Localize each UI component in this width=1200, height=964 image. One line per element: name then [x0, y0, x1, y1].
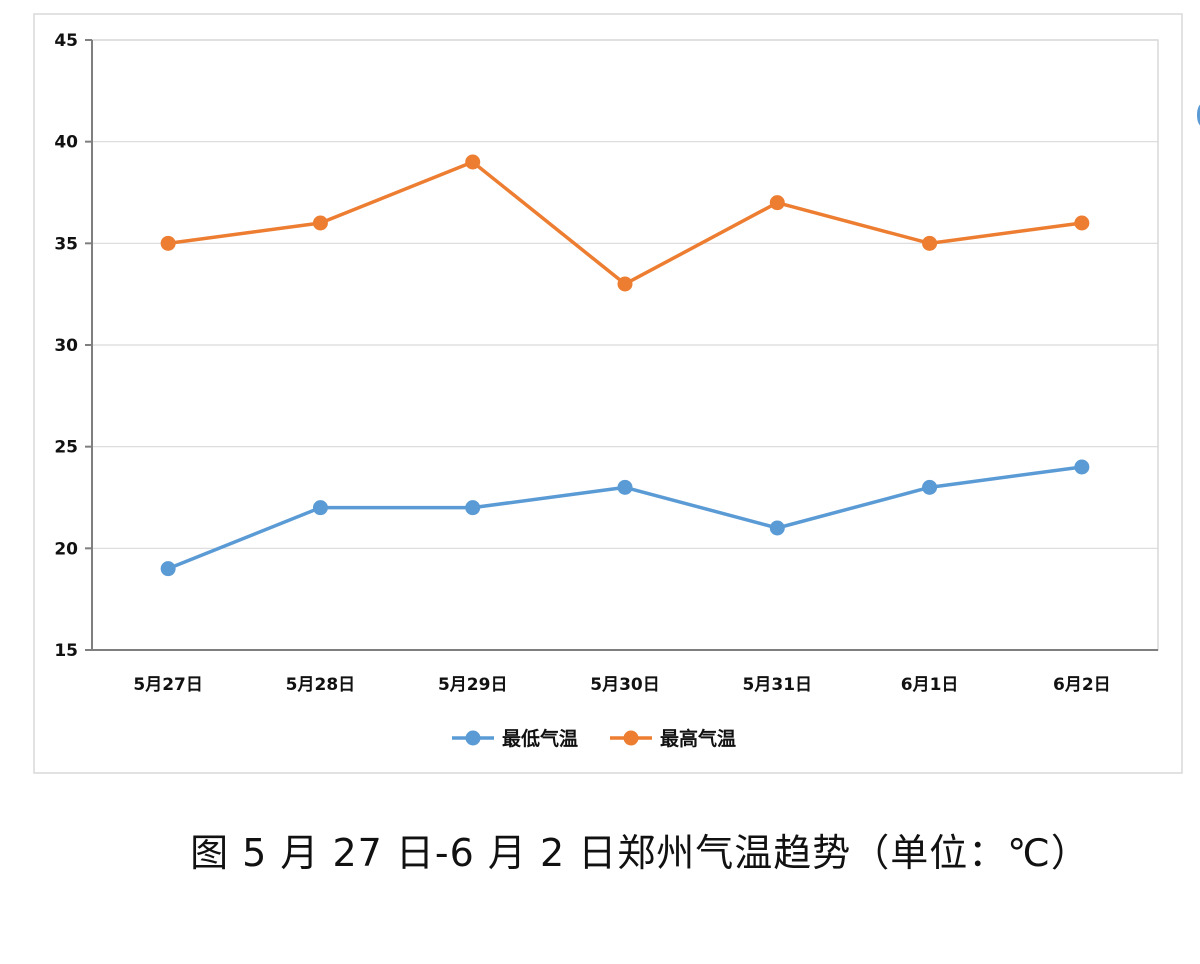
series-0-point: [312, 500, 328, 516]
y-tick-label: 40: [54, 133, 78, 153]
series-1-point: [769, 195, 785, 211]
series-0-point: [769, 520, 785, 536]
series-layer: [160, 154, 1090, 577]
y-tick-label: 30: [54, 336, 78, 356]
y-tick-label: 20: [54, 539, 78, 559]
legend-label: 最高气温: [660, 727, 736, 750]
y-tick-label: 15: [54, 641, 78, 661]
legend-swatch-marker: [623, 730, 639, 746]
x-tick-label: 6月2日: [1053, 675, 1111, 695]
series-0-point: [465, 500, 481, 516]
series-1-point: [922, 235, 938, 251]
series-0-point: [160, 561, 176, 577]
series-1-point: [312, 215, 328, 231]
series-1-point: [1074, 215, 1090, 231]
legend-swatch-marker: [465, 730, 481, 746]
chart-frame: [33, 13, 1183, 774]
series-0-point: [617, 479, 633, 495]
y-tick-label: 35: [54, 234, 78, 254]
y-tick-label: 45: [54, 31, 78, 51]
legend: 最低气温 最高气温: [452, 727, 736, 750]
legend-label: 最低气温: [502, 727, 578, 750]
y-tick-label: 25: [54, 438, 78, 458]
edge-marker-icon: [1197, 104, 1200, 126]
series-0-point: [1074, 459, 1090, 475]
x-tick-label: 5月29日: [438, 675, 508, 695]
x-tick-label: 5月30日: [590, 675, 660, 695]
x-tick-label: 5月27日: [133, 675, 203, 695]
series-1-point: [160, 235, 176, 251]
series-1-point: [465, 154, 481, 170]
chart-caption: 图 5 月 27 日-6 月 2 日郑州气温趋势（单位：℃）: [190, 831, 1090, 875]
x-tick-label: 5月31日: [743, 675, 813, 695]
y-axis: 15 20 25 30 35 40 45: [54, 31, 92, 661]
x-tick-label: 6月1日: [901, 675, 959, 695]
x-axis: 5月27日 5月28日 5月29日 5月30日 5月31日 6月1日 6月2日: [133, 675, 1110, 695]
series-0-point: [922, 479, 938, 495]
x-tick-label: 5月28日: [286, 675, 356, 695]
series-1-point: [617, 276, 633, 292]
